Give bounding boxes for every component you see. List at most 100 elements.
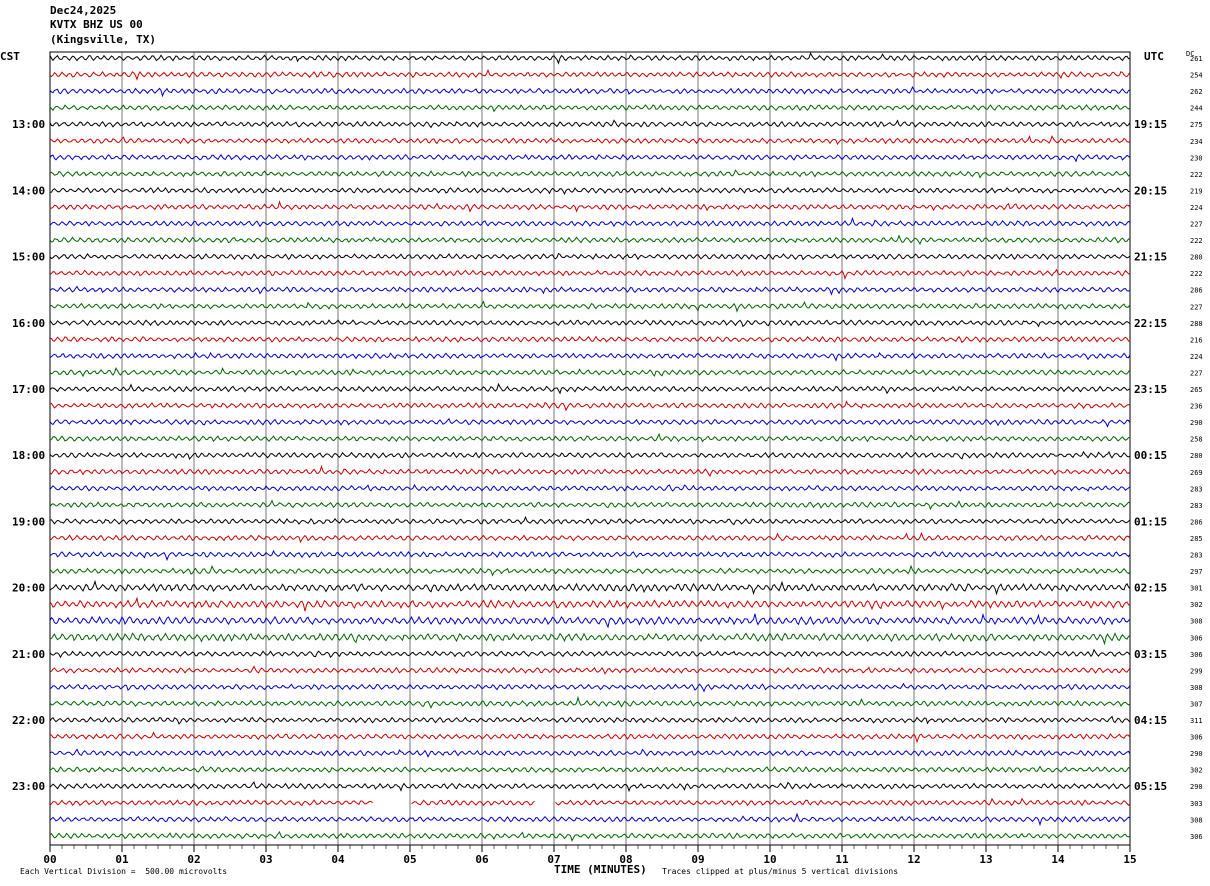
- dc-offset-label: 290: [1190, 750, 1203, 758]
- trace-row: [49, 400, 1131, 412]
- dc-offset-label: 285: [1190, 535, 1203, 543]
- dc-offset-label: 222: [1190, 171, 1203, 179]
- dc-offset-label: 286: [1190, 518, 1203, 526]
- trace-row: [49, 579, 1131, 596]
- utc-hour-label: 23:15: [1134, 383, 1167, 396]
- x-tick-label: 14: [1051, 853, 1065, 866]
- trace-row: [49, 319, 1131, 328]
- trace-row: [49, 531, 1131, 544]
- dc-offset-label: 283: [1190, 552, 1203, 560]
- dc-offset-label: 301: [1190, 585, 1203, 593]
- trace-row: [49, 169, 1131, 179]
- cst-hour-label: 14:00: [12, 184, 45, 197]
- dc-offset-label: 254: [1190, 72, 1203, 80]
- x-tick-label: 12: [907, 853, 920, 866]
- cst-hour-label: 20:00: [12, 582, 45, 595]
- dc-offset-label: 306: [1190, 734, 1203, 742]
- dc-offset-label: 275: [1190, 121, 1203, 129]
- dc-offset-label: 261: [1190, 55, 1203, 63]
- dc-offset-label: 224: [1190, 353, 1203, 361]
- dc-offset-label: 222: [1190, 270, 1203, 278]
- utc-hour-label: 02:15: [1134, 582, 1167, 595]
- trace-row: [49, 812, 1131, 827]
- trace-row: [49, 464, 1131, 478]
- trace-row: [49, 351, 1131, 362]
- trace-row: [49, 234, 1131, 246]
- station-label: KVTX BHZ US 00: [50, 18, 143, 31]
- x-tick-label: 00: [43, 853, 56, 866]
- dc-offset-label: 230: [1190, 154, 1203, 162]
- cst-hour-label: 18:00: [12, 449, 45, 462]
- trace-row: [49, 797, 1131, 807]
- dc-offset-label: 262: [1190, 88, 1203, 96]
- cst-hour-label: 17:00: [12, 383, 45, 396]
- dc-offset-label: 306: [1190, 634, 1203, 642]
- cst-hour-label: 19:00: [12, 515, 45, 528]
- trace-row: [49, 831, 1131, 843]
- trace-row: [49, 252, 1131, 261]
- x-tick-label: 10: [763, 853, 776, 866]
- utc-hour-label: 04:15: [1134, 714, 1167, 727]
- trace-row: [49, 450, 1131, 460]
- trace-row: [49, 366, 1131, 378]
- dc-offset-label: 297: [1190, 568, 1203, 576]
- cst-hour-label: 16:00: [12, 317, 45, 330]
- x-tick-label: 05: [403, 853, 416, 866]
- trace-row: [49, 612, 1131, 629]
- trace-row: [49, 648, 1131, 659]
- utc-hour-label: 20:15: [1134, 184, 1167, 197]
- x-tick-label: 15: [1123, 853, 1136, 866]
- dc-offset-label: 308: [1190, 618, 1203, 626]
- dc-offset-label: 288: [1190, 320, 1203, 328]
- cst-hour-label: 13:00: [12, 118, 45, 131]
- dc-offset-label: 306: [1190, 651, 1203, 659]
- dc-label: DC: [1186, 50, 1195, 58]
- trace-row: [49, 382, 1131, 395]
- dc-offset-label: 219: [1190, 187, 1203, 195]
- trace-row: [49, 119, 1131, 129]
- trace-row: [49, 499, 1131, 511]
- cst-hour-label: 23:00: [12, 780, 45, 793]
- x-tick-label: 04: [331, 853, 345, 866]
- dc-offset-label: 222: [1190, 237, 1203, 245]
- dc-offset-label: 302: [1190, 767, 1203, 775]
- clip-note: Traces clipped at plus/minus 5 vertical …: [662, 867, 899, 876]
- x-tick-label: 02: [187, 853, 200, 866]
- trace-row: [49, 153, 1131, 163]
- dc-offset-label: 283: [1190, 485, 1203, 493]
- x-tick-label: 09: [691, 853, 704, 866]
- dc-offset-label: 290: [1190, 419, 1203, 427]
- x-tick-label: 08: [619, 853, 632, 866]
- cst-hour-label: 21:00: [12, 648, 45, 661]
- dc-offset-label: 307: [1190, 700, 1203, 708]
- trace-row: [49, 268, 1131, 280]
- x-tick-label: 07: [547, 853, 560, 866]
- dc-offset-label: 302: [1190, 601, 1203, 609]
- dc-offset-label: 236: [1190, 403, 1203, 411]
- x-tick-label: 06: [475, 853, 489, 866]
- dc-offset-label: 311: [1190, 717, 1203, 725]
- dc-offset-label: 227: [1190, 303, 1203, 311]
- plot-frame: [49, 51, 1131, 846]
- cst-hour-label: 15:00: [12, 251, 45, 264]
- x-tick-label: 03: [259, 853, 272, 866]
- trace-row: [49, 596, 1131, 612]
- right-timezone-label: UTC: [1144, 50, 1164, 63]
- utc-hour-label: 03:15: [1134, 648, 1167, 661]
- location-label: (Kingsville, TX): [50, 33, 156, 46]
- trace-row: [49, 335, 1131, 344]
- utc-hour-label: 19:15: [1134, 118, 1167, 131]
- dc-offset-label: 303: [1190, 800, 1203, 808]
- dc-offset-label: 227: [1190, 221, 1203, 229]
- dc-offset-label: 286: [1190, 287, 1203, 295]
- dc-offset-label: 258: [1190, 436, 1203, 444]
- x-tick-label: 11: [835, 853, 849, 866]
- trace-row: [49, 665, 1131, 675]
- trace-row: [49, 564, 1131, 577]
- x-tick-label: 01: [115, 853, 129, 866]
- x-axis-title: TIME (MINUTES): [554, 863, 647, 876]
- trace-layer: [49, 51, 1131, 843]
- left-timezone-label: CST: [0, 50, 20, 63]
- trace-row: [49, 483, 1131, 492]
- utc-hour-label: 05:15: [1134, 780, 1167, 793]
